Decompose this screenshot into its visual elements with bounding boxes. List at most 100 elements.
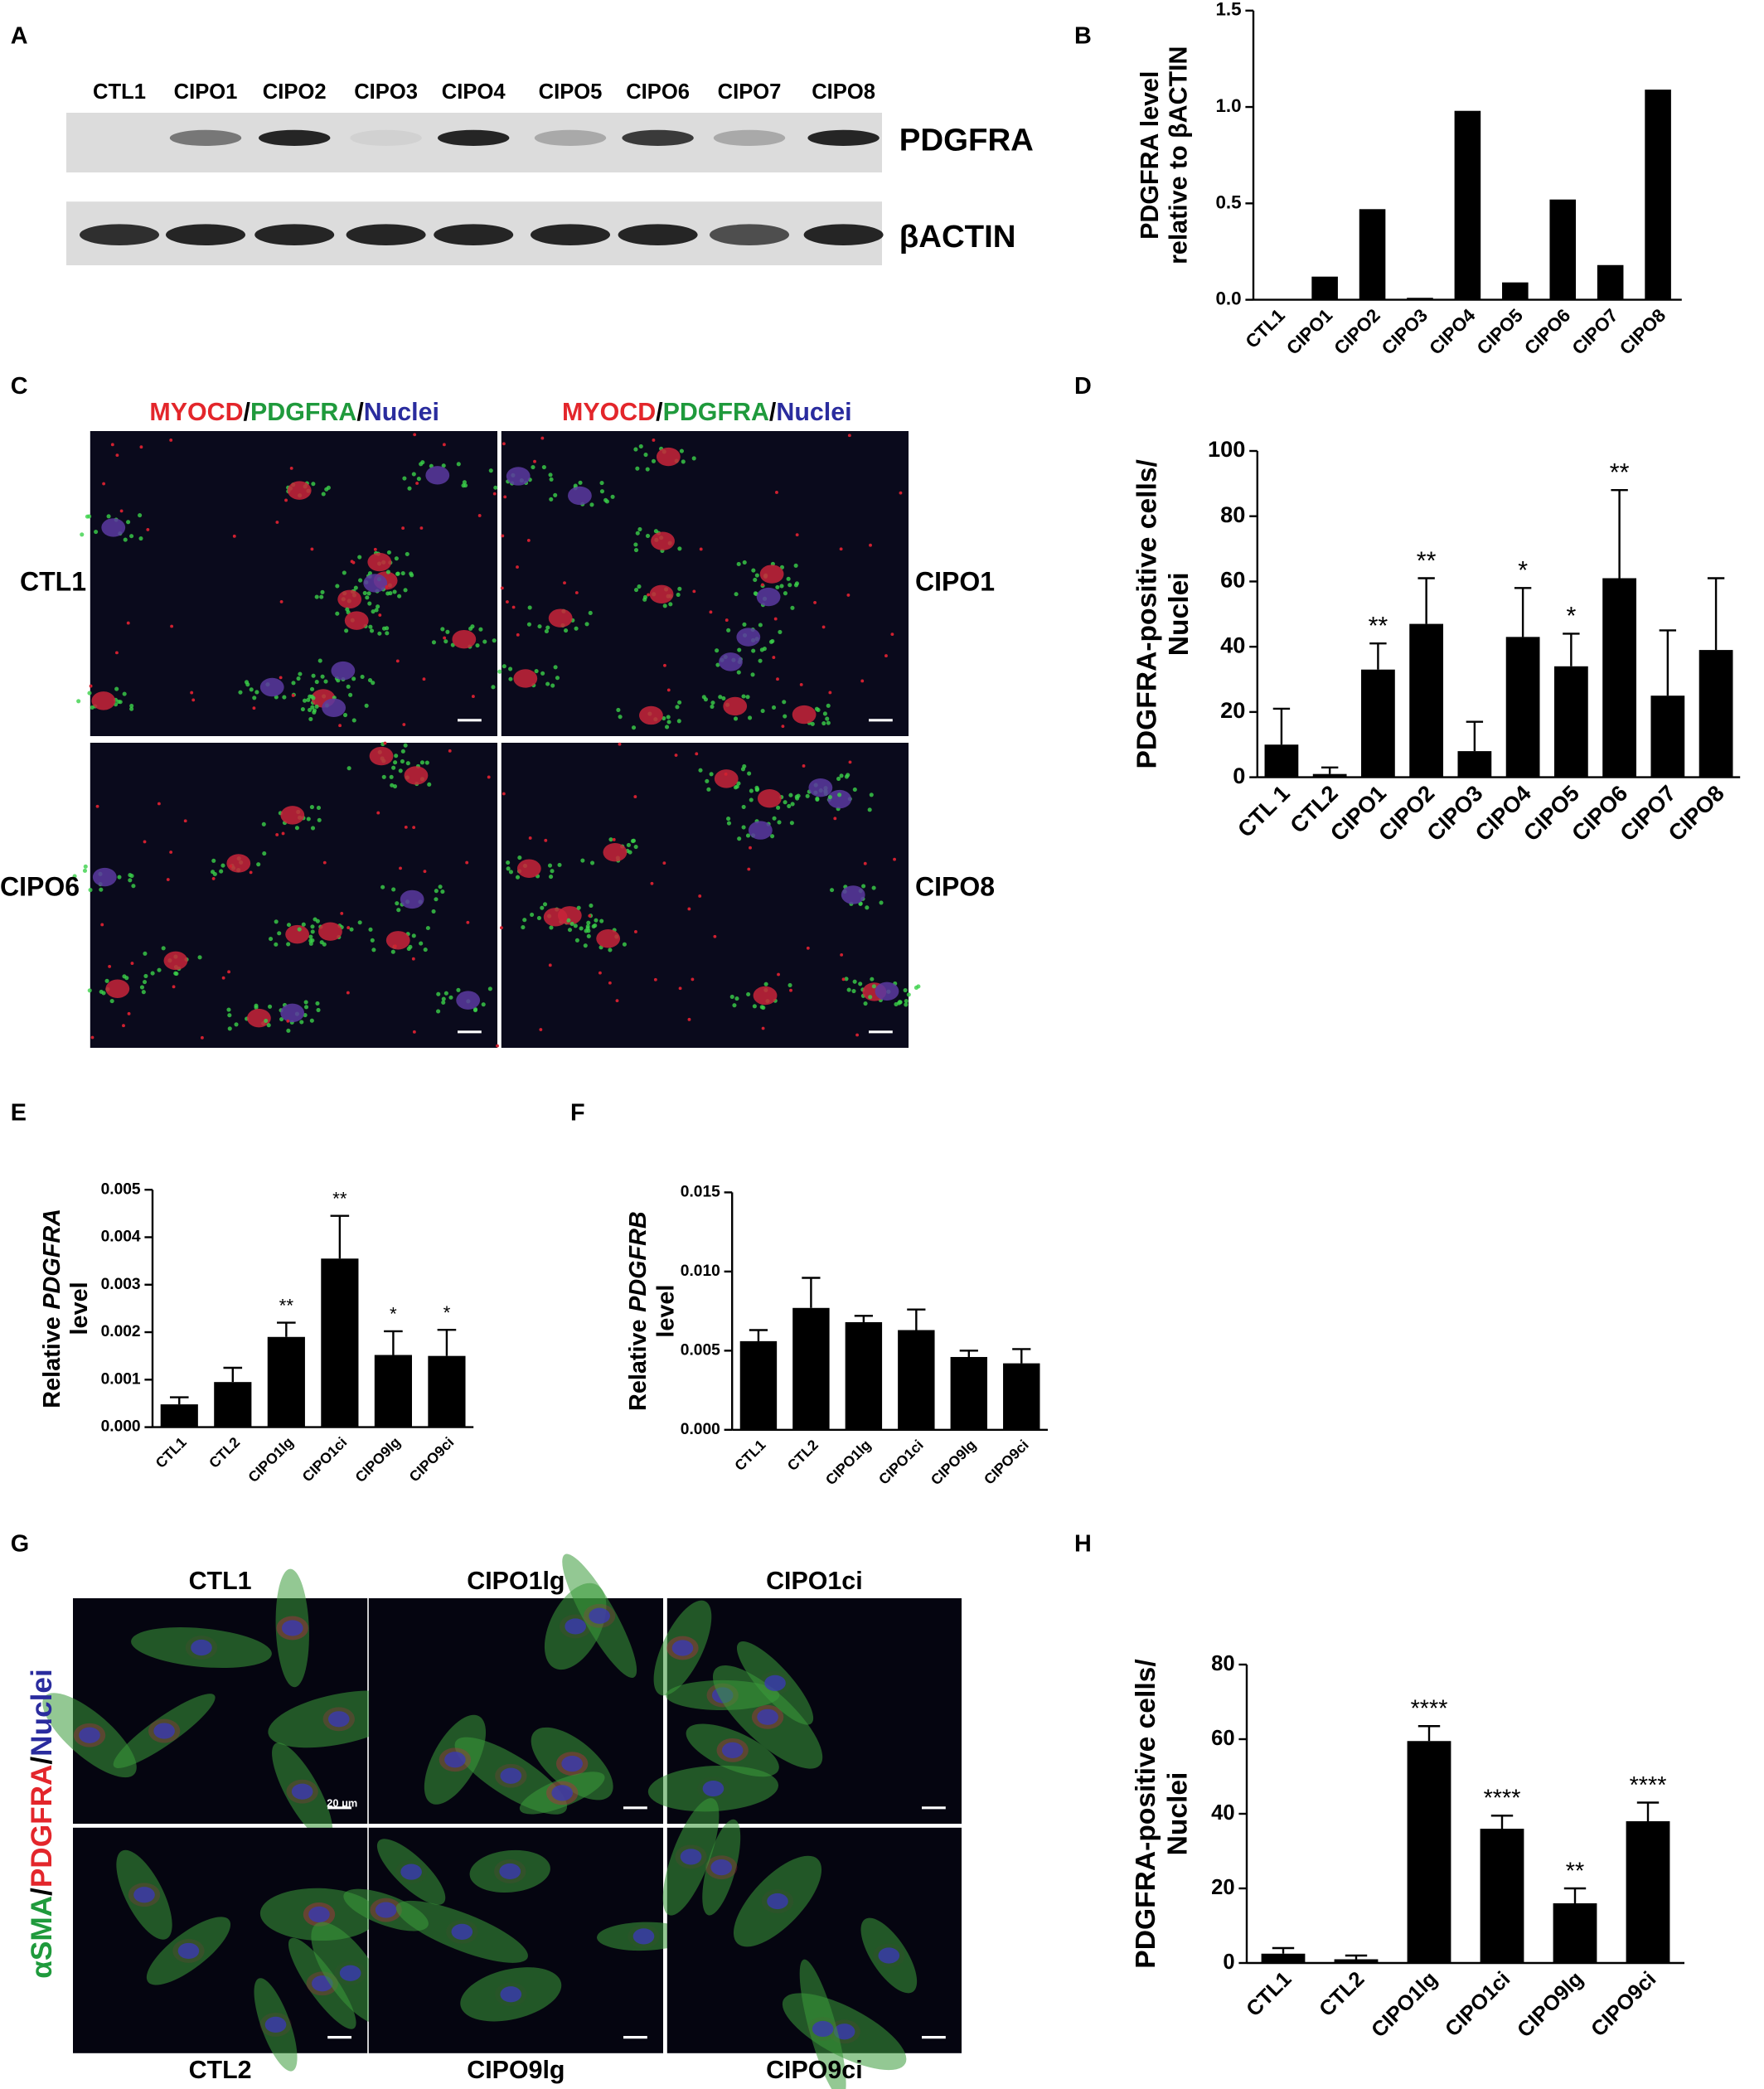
red-speckle xyxy=(402,723,406,726)
blot-row-label: βACTIN xyxy=(899,219,1016,254)
green-speckle xyxy=(400,749,405,754)
green-speckle xyxy=(408,944,413,949)
stain-label-part: Nuclei xyxy=(776,398,851,426)
stain-label-part: / xyxy=(26,1888,58,1896)
green-speckle xyxy=(76,699,81,704)
nucleus xyxy=(516,859,541,878)
green-speckle xyxy=(826,703,831,708)
panel-label: E xyxy=(11,1100,27,1127)
nucleus xyxy=(287,481,312,500)
error-bar xyxy=(1611,489,1628,579)
y-tick-label: 0.015 xyxy=(681,1183,720,1200)
nucleus xyxy=(565,1618,586,1635)
red-speckle xyxy=(709,610,713,614)
red-speckle xyxy=(795,533,799,537)
green-speckle xyxy=(220,863,225,868)
red-speckle xyxy=(526,538,531,542)
bar xyxy=(1334,1959,1379,1963)
green-speckle xyxy=(94,529,99,535)
green-speckle xyxy=(573,923,578,928)
green-speckle xyxy=(245,682,250,687)
green-speckle xyxy=(129,534,134,539)
green-speckle xyxy=(788,982,792,988)
green-speckle xyxy=(353,585,358,590)
green-speckle xyxy=(631,725,637,730)
red-speckle xyxy=(200,1035,204,1040)
red-speckle xyxy=(115,453,119,458)
nucleus xyxy=(561,1756,583,1772)
green-speckle xyxy=(267,1004,273,1009)
nucleus xyxy=(404,766,429,785)
green-speckle xyxy=(482,639,487,644)
green-speckle xyxy=(369,628,375,633)
green-speckle xyxy=(858,981,863,986)
stain-label-part: / xyxy=(769,398,777,426)
error-bar xyxy=(1466,720,1484,752)
error-bar xyxy=(1514,587,1532,637)
y-axis-label: Nuclei xyxy=(1164,572,1195,656)
nucleus xyxy=(808,778,833,797)
green-speckle xyxy=(782,700,787,705)
bar xyxy=(321,1258,359,1427)
nucleus xyxy=(177,1942,200,1960)
green-speckle xyxy=(753,577,758,583)
green-speckle xyxy=(443,991,448,996)
blot-band xyxy=(438,129,510,146)
bar xyxy=(1264,744,1299,778)
green-speckle xyxy=(732,1003,737,1008)
error-bar xyxy=(1418,1725,1441,1742)
red-speckle xyxy=(813,600,817,604)
nucleus xyxy=(285,924,310,944)
stain-label-part: PDGFRA xyxy=(663,398,769,426)
nucleus xyxy=(841,885,865,904)
green-speckle xyxy=(691,456,696,461)
red-speckle xyxy=(608,981,612,985)
green-speckle xyxy=(635,466,640,471)
y-tick-label: 0.005 xyxy=(101,1180,141,1198)
green-speckle xyxy=(666,720,671,725)
red-speckle xyxy=(846,593,850,597)
red-speckle xyxy=(503,495,507,499)
green-speckle xyxy=(312,708,317,713)
green-speckle xyxy=(314,594,319,599)
bar xyxy=(1597,264,1624,300)
green-speckle xyxy=(844,977,849,981)
red-speckle xyxy=(126,621,130,625)
red-speckle xyxy=(90,1035,94,1040)
green-speckle xyxy=(394,754,399,759)
green-speckle xyxy=(852,787,857,792)
green-speckle xyxy=(405,551,410,556)
stain-label-part: Nuclei xyxy=(364,398,439,426)
green-speckle xyxy=(487,986,492,991)
green-speckle xyxy=(309,686,315,691)
green-speckle xyxy=(366,591,371,596)
nucleus xyxy=(719,652,743,671)
green-speckle xyxy=(319,940,324,945)
green-speckle xyxy=(403,588,408,593)
bar xyxy=(1454,110,1481,300)
nucleus xyxy=(759,565,784,584)
green-speckle xyxy=(390,949,395,954)
green-speckle xyxy=(266,1023,271,1028)
green-speckle xyxy=(150,971,155,976)
green-speckle xyxy=(443,639,448,644)
green-speckle xyxy=(197,955,202,960)
blot-band xyxy=(713,129,786,146)
green-speckle xyxy=(307,707,313,712)
red-speckle xyxy=(500,586,504,590)
error-bar xyxy=(749,1329,768,1341)
green-speckle xyxy=(677,546,682,551)
panel-label: F xyxy=(570,1100,585,1127)
green-speckle xyxy=(88,887,93,893)
blot-band xyxy=(803,224,884,245)
green-speckle xyxy=(315,1001,320,1006)
nucleus xyxy=(308,1906,330,1922)
image-label: CTL1 xyxy=(189,1567,252,1595)
green-speckle xyxy=(810,721,815,726)
red-speckle xyxy=(385,585,389,589)
red-speckle xyxy=(275,833,279,836)
bar xyxy=(214,1382,252,1427)
error-bar xyxy=(1345,1954,1368,1960)
error-bar xyxy=(437,1328,457,1356)
red-speckle xyxy=(588,914,592,918)
